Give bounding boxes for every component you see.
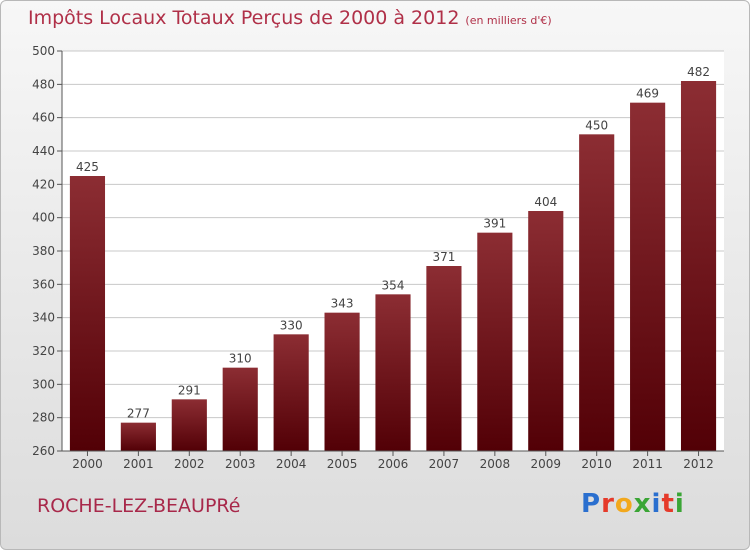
y-tick-label: 260 xyxy=(32,444,55,458)
bar xyxy=(222,367,258,451)
chart-title: Impôts Locaux Totaux Perçus de 2000 à 20… xyxy=(28,7,552,29)
chart-subtitle: (en milliers d'€) xyxy=(465,14,552,27)
commune-name: ROCHE-LEZ-BEAUPRé xyxy=(37,495,241,517)
data-label: 310 xyxy=(229,352,252,366)
data-label: 469 xyxy=(636,87,659,101)
logo-letter: i xyxy=(651,489,662,519)
data-label: 291 xyxy=(178,383,201,397)
bar xyxy=(630,102,666,452)
bar xyxy=(528,211,564,451)
x-tick-label: 2012 xyxy=(683,457,714,471)
x-tick-label: 2000 xyxy=(72,457,103,471)
proxiti-logo: Proxiti xyxy=(581,489,685,519)
bar xyxy=(171,399,207,451)
x-tick-label: 2008 xyxy=(480,457,511,471)
logo-letter: x xyxy=(633,489,652,519)
bar xyxy=(375,294,411,451)
logo-letter: r xyxy=(601,489,615,519)
x-tick-label: 2006 xyxy=(378,457,409,471)
bar xyxy=(680,81,717,451)
data-label: 391 xyxy=(483,217,506,231)
data-label: 482 xyxy=(687,65,710,79)
y-tick-label: 380 xyxy=(32,244,55,258)
x-tick-label: 2004 xyxy=(276,457,307,471)
data-label: 450 xyxy=(585,118,608,132)
y-tick-label: 500 xyxy=(32,44,55,58)
data-label: 371 xyxy=(432,250,455,264)
y-tick-label: 400 xyxy=(32,211,55,225)
y-tick-label: 320 xyxy=(32,344,55,358)
bar xyxy=(477,232,513,451)
data-label: 404 xyxy=(534,195,557,209)
y-tick-label: 480 xyxy=(32,77,55,91)
bar xyxy=(579,134,615,452)
y-tick-label: 420 xyxy=(32,177,55,191)
x-tick-label: 2007 xyxy=(429,457,460,471)
y-tick-label: 360 xyxy=(32,277,55,291)
bar xyxy=(69,176,106,451)
y-tick-label: 440 xyxy=(32,144,55,158)
x-tick-label: 2010 xyxy=(581,457,612,471)
logo-letter: P xyxy=(581,489,602,519)
x-tick-label: 2011 xyxy=(632,457,663,471)
y-tick-label: 460 xyxy=(32,111,55,125)
chart-title-text: Impôts Locaux Totaux Perçus de 2000 à 20… xyxy=(28,7,460,29)
y-tick-label: 300 xyxy=(32,377,55,391)
data-label: 277 xyxy=(127,407,150,421)
x-tick-label: 2001 xyxy=(123,457,154,471)
x-tick-label: 2002 xyxy=(174,457,205,471)
data-label: 330 xyxy=(280,318,303,332)
bar xyxy=(324,312,360,451)
x-tick-label: 2009 xyxy=(530,457,561,471)
data-label: 354 xyxy=(382,278,405,292)
logo-letter: t xyxy=(661,489,675,519)
x-tick-label: 2005 xyxy=(327,457,358,471)
logo-letter: i xyxy=(674,489,685,519)
y-tick-label: 340 xyxy=(32,311,55,325)
logo-letter: o xyxy=(614,489,634,519)
bar xyxy=(120,422,156,451)
bar xyxy=(426,266,462,451)
bar xyxy=(273,334,309,451)
x-tick-label: 2003 xyxy=(225,457,256,471)
y-tick-label: 280 xyxy=(32,411,55,425)
data-label: 343 xyxy=(331,297,354,311)
data-label: 425 xyxy=(76,160,99,174)
